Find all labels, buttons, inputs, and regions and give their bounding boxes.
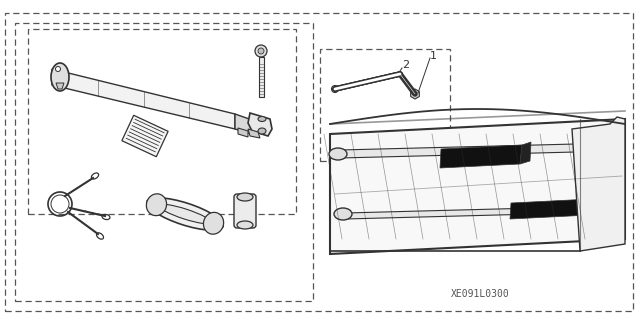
Ellipse shape xyxy=(605,148,623,160)
Polygon shape xyxy=(248,113,272,136)
Circle shape xyxy=(258,48,264,54)
Text: 1: 1 xyxy=(430,51,437,61)
Ellipse shape xyxy=(329,148,347,160)
Ellipse shape xyxy=(334,208,352,220)
Bar xyxy=(28,29,296,214)
Polygon shape xyxy=(235,114,255,135)
Polygon shape xyxy=(440,145,522,168)
Bar xyxy=(15,23,313,301)
Bar xyxy=(259,57,264,97)
Polygon shape xyxy=(340,143,615,158)
FancyBboxPatch shape xyxy=(234,194,256,228)
Ellipse shape xyxy=(237,221,253,229)
Polygon shape xyxy=(238,128,248,137)
Polygon shape xyxy=(56,83,64,89)
Ellipse shape xyxy=(237,193,253,201)
Polygon shape xyxy=(572,117,625,251)
Text: 2: 2 xyxy=(402,60,409,70)
Ellipse shape xyxy=(147,198,223,230)
Polygon shape xyxy=(590,196,601,215)
Polygon shape xyxy=(122,115,168,157)
Ellipse shape xyxy=(159,204,211,224)
Ellipse shape xyxy=(147,194,166,216)
Ellipse shape xyxy=(51,63,69,91)
Polygon shape xyxy=(330,119,625,254)
Circle shape xyxy=(56,66,61,71)
Polygon shape xyxy=(248,129,260,138)
Ellipse shape xyxy=(601,208,619,220)
Text: XE091L0300: XE091L0300 xyxy=(451,289,509,299)
Polygon shape xyxy=(345,206,612,219)
Ellipse shape xyxy=(258,128,266,134)
Circle shape xyxy=(332,85,339,93)
Circle shape xyxy=(255,45,267,57)
Polygon shape xyxy=(520,142,531,164)
Ellipse shape xyxy=(258,116,266,122)
Polygon shape xyxy=(510,199,591,219)
Bar xyxy=(320,49,450,161)
Ellipse shape xyxy=(204,212,223,234)
Polygon shape xyxy=(52,69,235,129)
Polygon shape xyxy=(411,89,419,99)
